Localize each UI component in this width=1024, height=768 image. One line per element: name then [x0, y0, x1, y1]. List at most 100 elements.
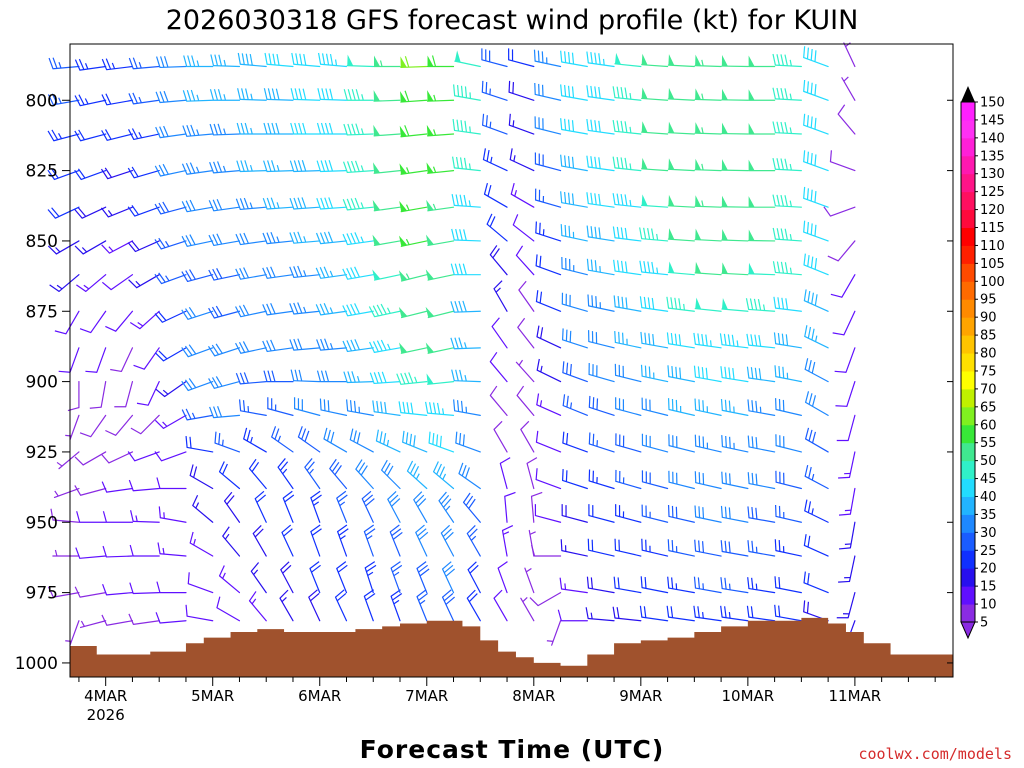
- wind-barb: [207, 343, 241, 357]
- wind-barb: [529, 591, 562, 607]
- wind-barb: [534, 188, 562, 208]
- wind-barb: [667, 87, 695, 101]
- wind-barb: [721, 435, 749, 453]
- wind-barb: [389, 524, 403, 557]
- wind-barb: [329, 458, 348, 490]
- wind-barb: [694, 158, 722, 172]
- wind-barb: [524, 567, 535, 594]
- wind-barb: [838, 487, 856, 516]
- wind-barb: [263, 370, 294, 383]
- wind-barb: [458, 462, 481, 490]
- wind-barb: [561, 328, 588, 349]
- wind-barb: [214, 431, 241, 453]
- wind-barb: [248, 591, 267, 622]
- wind-barb: [426, 90, 455, 102]
- wind-barb: [101, 129, 134, 141]
- wind-barb: [316, 338, 348, 351]
- wind-barb: [361, 490, 375, 523]
- wind-barb: [79, 620, 107, 629]
- wind-barb: [467, 561, 481, 594]
- wind-barb: [693, 576, 722, 594]
- wind-barb: [128, 479, 160, 492]
- wind-barb: [561, 256, 588, 276]
- wind-barb: [693, 605, 722, 622]
- x-tick-sublabel: 2026: [87, 706, 125, 724]
- colorbar-segment: [961, 119, 975, 139]
- wind-barb: [612, 606, 642, 622]
- wind-barb: [491, 317, 508, 349]
- wind-barb: [413, 491, 428, 523]
- wind-barb: [304, 458, 321, 490]
- colorbar-segment: [961, 209, 975, 229]
- wind-barb: [47, 240, 80, 255]
- wind-barb: [289, 338, 321, 351]
- wind-barb: [639, 605, 669, 622]
- wind-barb: [154, 201, 187, 215]
- colorbar-tick-label: 115: [980, 221, 1005, 236]
- wind-barb: [515, 359, 535, 383]
- wind-barb: [775, 470, 802, 490]
- wind-barb: [772, 227, 802, 242]
- wind-barb: [156, 56, 187, 69]
- wind-barb: [835, 381, 856, 407]
- wind-barb: [639, 296, 669, 312]
- wind-barb: [747, 540, 776, 557]
- wind-barb: [349, 428, 374, 453]
- colorbar-tick-label: 105: [980, 257, 1005, 272]
- wind-barb: [466, 589, 481, 622]
- colorbar-tick-label: 45: [980, 472, 997, 487]
- colorbar-segment: [961, 317, 975, 336]
- wind-barb: [262, 231, 294, 245]
- wind-barb: [282, 490, 295, 523]
- wind-barb: [291, 52, 321, 68]
- wind-barb: [183, 55, 214, 68]
- wind-barb: [102, 545, 134, 558]
- wind-barb: [452, 119, 481, 135]
- wind-barb: [182, 89, 214, 102]
- wind-barb: [236, 160, 267, 173]
- wind-barb: [264, 52, 294, 68]
- wind-barb: [721, 88, 749, 101]
- colorbar-tick-label: 15: [980, 580, 997, 595]
- wind-barb: [803, 534, 829, 557]
- wind-barb: [504, 491, 516, 523]
- wind-barb: [641, 504, 669, 523]
- colorbar-frame: [960, 101, 976, 623]
- wind-barb: [129, 544, 160, 557]
- wind-barb: [721, 471, 749, 490]
- wind-barb: [209, 161, 241, 174]
- wind-barb: [560, 118, 588, 135]
- wind-barb: [398, 306, 428, 319]
- wind-barb: [535, 254, 562, 276]
- wind-barb: [587, 294, 615, 312]
- y-tick-label: 1000: [15, 654, 58, 674]
- wind-barb: [561, 469, 588, 490]
- wind-barb: [426, 124, 455, 137]
- colorbar-segment: [961, 478, 975, 497]
- wind-barb: [748, 123, 776, 135]
- colorbar-tick-label: 80: [980, 347, 997, 362]
- wind-barb: [518, 280, 535, 312]
- colorbar-tick-label: 5: [980, 616, 988, 631]
- wind-barb: [47, 168, 80, 181]
- wind-barb: [694, 297, 722, 312]
- wind-barb: [372, 269, 401, 281]
- wind-barb: [48, 57, 80, 70]
- wind-barb: [587, 330, 615, 349]
- wind-barb: [493, 280, 508, 312]
- wind-barb: [721, 195, 749, 208]
- wind-barb: [154, 272, 187, 285]
- wind-barb: [254, 490, 267, 523]
- wind-barb: [390, 561, 403, 594]
- wind-barb: [181, 269, 214, 283]
- wind-barb: [803, 150, 829, 172]
- wind-barb: [343, 123, 374, 136]
- wind-barb: [438, 491, 455, 523]
- wind-barb: [114, 381, 134, 408]
- wind-barb: [612, 226, 642, 242]
- y-tick-label: 950: [26, 513, 58, 533]
- y-tick-label: 875: [26, 302, 58, 322]
- colorbar-segment: [961, 155, 975, 175]
- wind-barb: [155, 612, 187, 624]
- wind-barb: [133, 347, 160, 370]
